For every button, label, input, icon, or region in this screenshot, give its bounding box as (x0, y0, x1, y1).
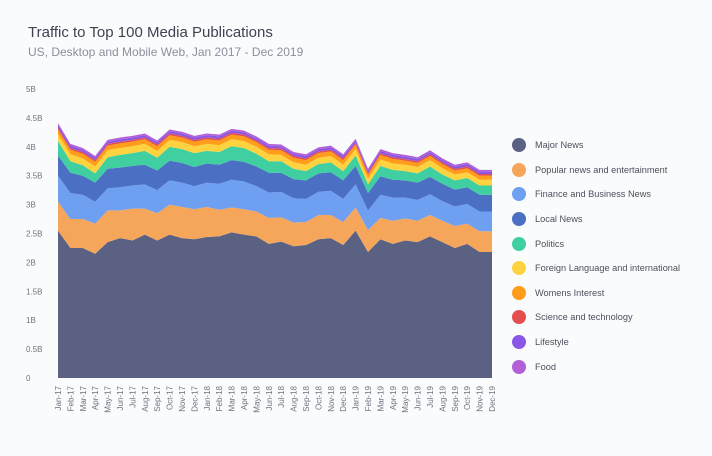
area-series-2 (58, 175, 492, 232)
x-tick-label: May-19 (401, 385, 410, 412)
area-series-1 (58, 201, 492, 254)
x-tick-label: Mar-18 (228, 385, 237, 411)
x-tick-label: Feb-19 (364, 385, 373, 411)
area-series-6 (58, 129, 492, 180)
legend-label: Food (535, 361, 556, 372)
legend-swatch (512, 212, 526, 227)
x-tick-label: Apr-19 (389, 385, 398, 410)
x-tick-label: Dec-18 (339, 385, 348, 411)
x-tick-label: Jan-17 (54, 385, 63, 410)
x-tick-label: Nov-17 (178, 385, 187, 411)
area-series-3 (58, 155, 492, 212)
y-tick-label: 5B (26, 85, 36, 94)
y-axis-ticks: 0 0.5B 1B 1.5B 2B 2.5B 3B 3.5B 4B 4.5B 5B (26, 85, 42, 383)
x-tick-label: Mar-19 (376, 385, 385, 411)
x-tick-label: Oct-19 (463, 385, 472, 410)
legend-swatch (512, 162, 526, 177)
legend-label: Major News (535, 140, 584, 151)
legend-label: Womens Interest (535, 287, 605, 298)
x-tick-label: Feb-17 (66, 385, 75, 411)
legend-label: Local News (535, 214, 583, 225)
legend-item: Major News (512, 133, 707, 158)
x-tick-label: Apr-17 (91, 385, 100, 410)
x-tick-label: Jul-18 (277, 385, 286, 407)
y-tick-label: 1.5B (26, 287, 42, 296)
x-tick-label: Oct-17 (166, 385, 175, 410)
x-tick-label: Oct-18 (314, 385, 323, 410)
x-tick-label: Dec-17 (190, 385, 199, 411)
x-axis-ticks: Jan-17 Feb-17 Mar-17 Apr-17 May-17 Jun-17 Jul-… (54, 385, 497, 412)
legend-item: Finance and Business News (512, 182, 707, 207)
x-tick-label: Feb-18 (215, 385, 224, 411)
area-series-group (58, 123, 492, 378)
legend-label: Lifestyle (535, 337, 569, 348)
legend-item: Popular news and entertainment (512, 158, 707, 183)
x-tick-label: Aug-18 (290, 385, 299, 411)
x-tick-label: Sep-18 (302, 385, 311, 411)
chart-title: Traffic to Top 100 Media Publications (28, 24, 273, 41)
legend-label: Politics (535, 238, 565, 249)
legend-label: Science and technology (535, 312, 633, 323)
x-tick-label: Jun-18 (265, 385, 274, 410)
legend-item: Foreign Language and international (512, 256, 707, 281)
x-tick-label: Apr-18 (240, 385, 249, 410)
x-tick-label: Jul-17 (128, 385, 137, 407)
x-tick-label: Aug-17 (141, 385, 150, 411)
legend-label: Popular news and entertainment (535, 164, 668, 175)
x-tick-label: Jan-19 (352, 385, 361, 410)
x-tick-label: Sep-17 (153, 385, 162, 411)
legend-label: Finance and Business News (535, 189, 651, 200)
legend-label: Foreign Language and international (535, 263, 681, 274)
legend-item: Womens Interest (512, 281, 707, 306)
legend-swatch (512, 138, 526, 153)
legend-swatch (512, 359, 526, 374)
legend-item: Lifestyle (512, 330, 707, 355)
y-tick-label: 0 (26, 374, 31, 383)
x-tick-label: Jan-18 (203, 385, 212, 410)
x-tick-label: Jun-19 (414, 385, 423, 410)
legend-item: Local News (512, 207, 707, 232)
chart-subtitle: US, Desktop and Mobile Web, Jan 2017 - D… (28, 45, 304, 59)
legend-swatch (512, 285, 526, 300)
legend-swatch (512, 261, 526, 276)
y-tick-label: 4B (26, 143, 36, 152)
legend: Major News Popular news and entertainment… (512, 133, 707, 379)
x-tick-label: Mar-17 (79, 385, 88, 411)
area-series-4 (58, 141, 492, 195)
x-tick-label: May-17 (104, 385, 113, 412)
x-tick-label: Dec-19 (488, 385, 497, 411)
x-tick-label: Sep-19 (451, 385, 460, 411)
y-tick-label: 3.5B (26, 172, 42, 181)
legend-swatch (512, 335, 526, 350)
legend-swatch (512, 187, 526, 202)
x-tick-label: Jul-19 (426, 385, 435, 407)
y-tick-label: 0.5B (26, 345, 42, 354)
x-tick-label: Aug-19 (438, 385, 447, 411)
x-tick-label: May-18 (252, 385, 261, 412)
legend-item: Science and technology (512, 305, 707, 330)
area-series-5 (58, 134, 492, 186)
legend-item: Politics (512, 231, 707, 256)
y-tick-label: 2B (26, 258, 36, 267)
legend-item: Food (512, 354, 707, 379)
y-tick-label: 4.5B (26, 114, 42, 123)
x-tick-label: Nov-18 (327, 385, 336, 411)
area-series-0 (58, 230, 492, 378)
y-tick-label: 2.5B (26, 230, 42, 239)
x-tick-label: Nov-19 (476, 385, 485, 411)
legend-swatch (512, 236, 526, 251)
x-tick-label: Jun-17 (116, 385, 125, 410)
y-tick-label: 1B (26, 316, 36, 325)
legend-swatch (512, 310, 526, 325)
y-tick-label: 3B (26, 201, 36, 210)
